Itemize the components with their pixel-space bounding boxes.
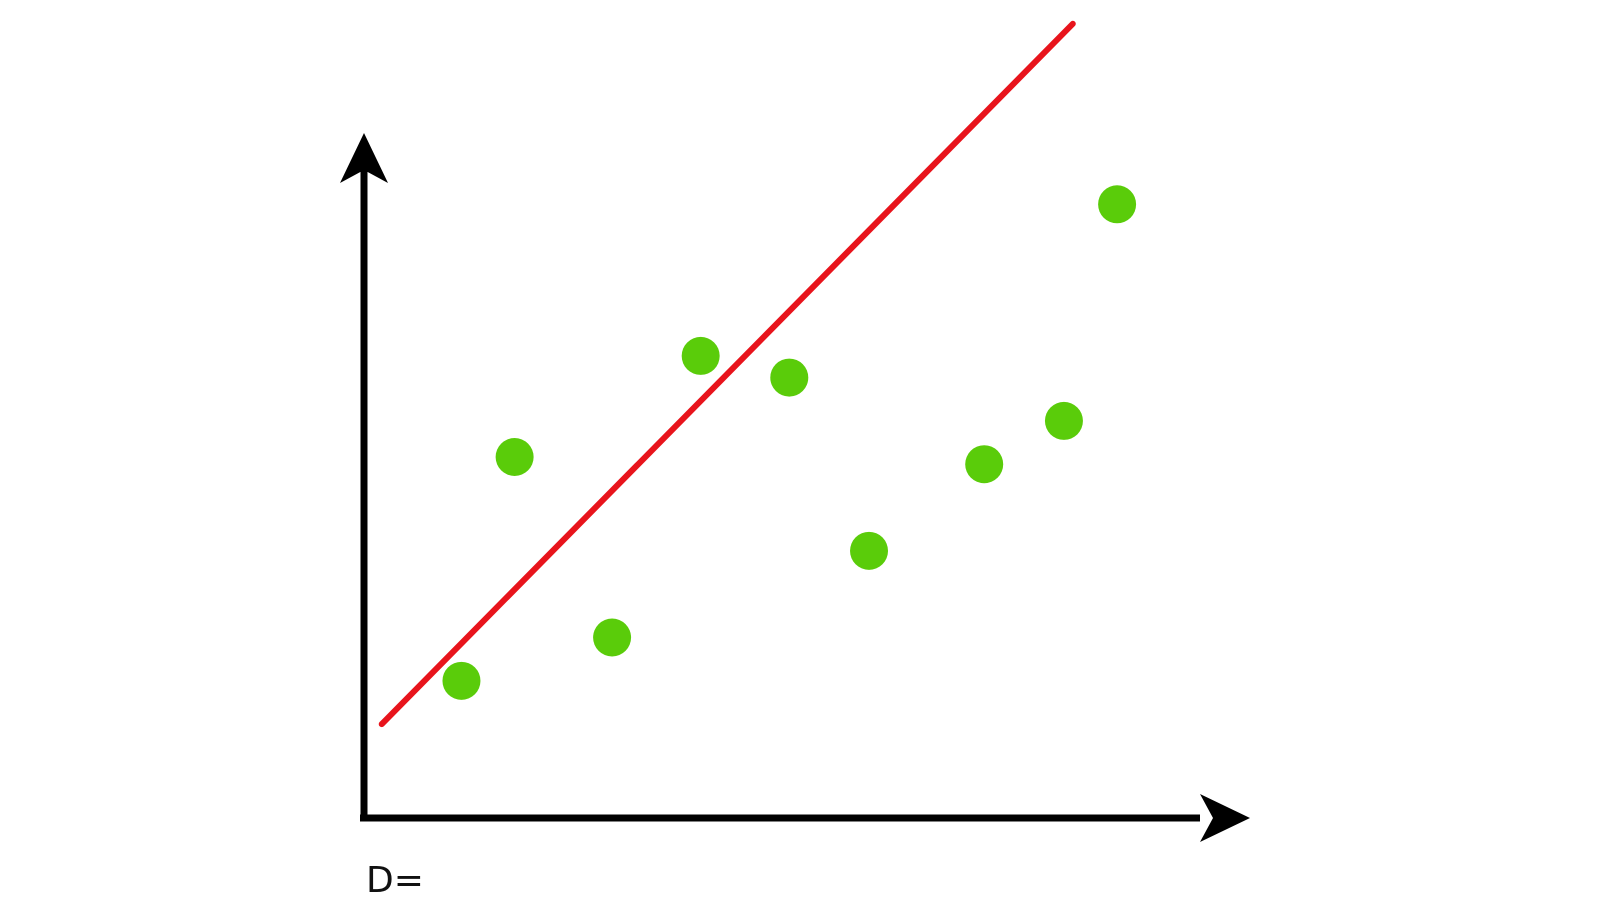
data-point xyxy=(593,618,632,657)
data-points xyxy=(442,185,1137,700)
data-point xyxy=(442,661,481,700)
data-point xyxy=(495,438,534,476)
data-point xyxy=(770,358,809,397)
data-point xyxy=(1098,185,1137,224)
data-point xyxy=(1044,401,1083,440)
formula-label: D= xyxy=(366,860,424,900)
regression-line xyxy=(378,20,1076,728)
x-axis-arrowhead xyxy=(1200,794,1250,842)
y-axis-arrowhead xyxy=(340,133,388,183)
data-point xyxy=(681,336,720,375)
data-point xyxy=(850,531,889,570)
data-point xyxy=(965,445,1004,484)
